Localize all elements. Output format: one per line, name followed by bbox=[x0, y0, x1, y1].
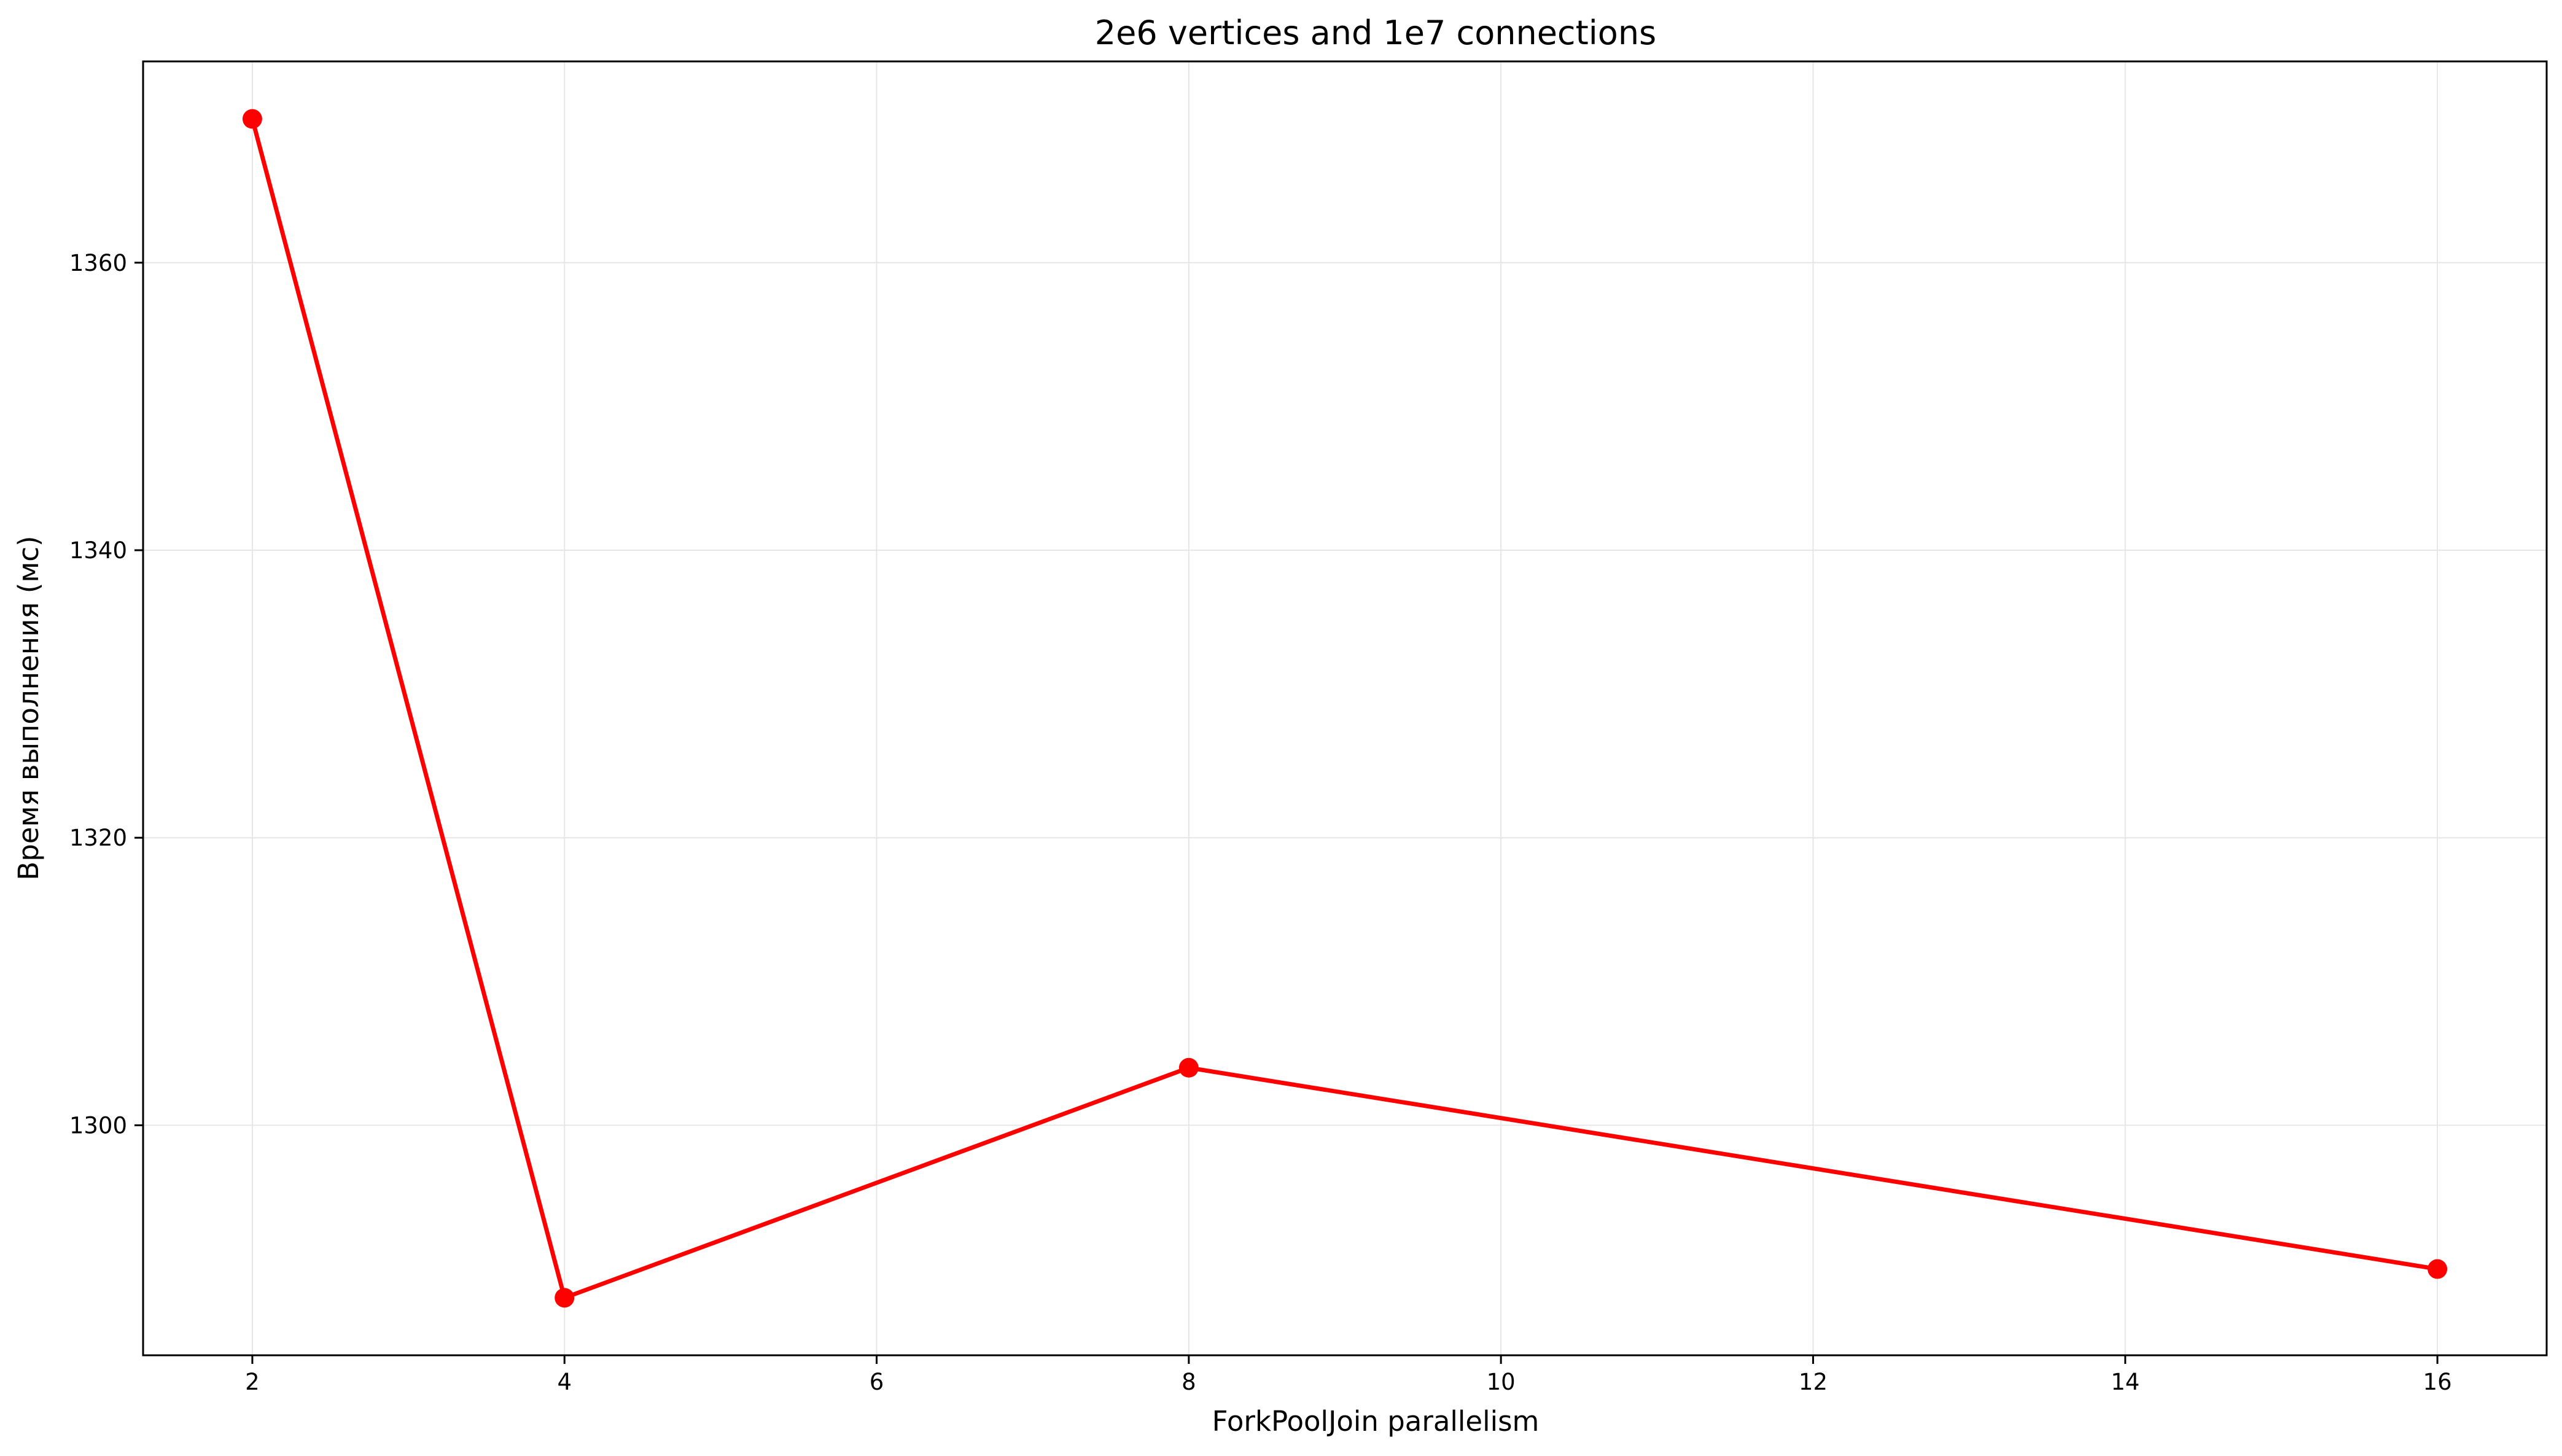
axis-ticks: 2 4 6 8 10 12 14 16 1300 1320 1340 1360 bbox=[69, 250, 2452, 1395]
x-tick-label: 12 bbox=[1799, 1369, 1828, 1395]
y-tick-label: 1320 bbox=[69, 825, 127, 851]
data-point bbox=[555, 1288, 575, 1308]
x-tick-label: 4 bbox=[557, 1369, 572, 1395]
data-point bbox=[2428, 1259, 2448, 1279]
x-tick-label: 10 bbox=[1487, 1369, 1516, 1395]
x-tick-label: 2 bbox=[245, 1369, 260, 1395]
grid-lines bbox=[143, 61, 2547, 1355]
y-tick-label: 1300 bbox=[69, 1112, 127, 1139]
data-point bbox=[1178, 1057, 1199, 1078]
plot-area-frame bbox=[142, 60, 2548, 1357]
data-point bbox=[242, 109, 262, 129]
x-tick-label: 6 bbox=[870, 1369, 884, 1395]
y-tick-label: 1360 bbox=[69, 250, 127, 276]
y-axis-label: Время выполнения (мс) bbox=[12, 535, 45, 880]
chart-title: 2e6 vertices and 1e7 connections bbox=[1095, 14, 1656, 52]
series-line bbox=[250, 117, 2440, 1300]
x-tick-label: 8 bbox=[1182, 1369, 1196, 1395]
x-tick-label: 14 bbox=[2111, 1369, 2140, 1395]
series-line-layer bbox=[250, 117, 2440, 1300]
data-points bbox=[242, 109, 2448, 1308]
x-tick-label: 16 bbox=[2423, 1369, 2452, 1395]
y-tick-label: 1340 bbox=[69, 537, 127, 564]
x-axis-label: ForkPoolJoin parallelism bbox=[1212, 1405, 1540, 1438]
